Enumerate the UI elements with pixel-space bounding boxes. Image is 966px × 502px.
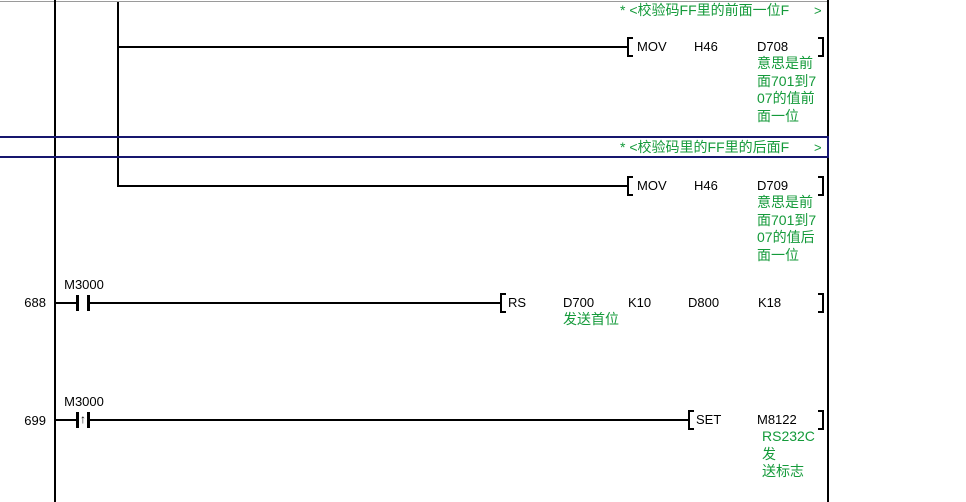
- instruction-mov-d709[interactable]: MOV H46 D709: [627, 175, 824, 197]
- opcode: RS: [508, 295, 527, 310]
- contact-label-m3000: M3000: [64, 277, 104, 292]
- instruction-set-m8122[interactable]: SET M8122: [688, 409, 824, 431]
- device-comment-d709: 意思是前 面701到7 07的值后 面一位: [757, 194, 817, 263]
- right-bracket: [818, 293, 824, 313]
- rung3-wire-left: [55, 302, 76, 304]
- left-bracket: [688, 410, 694, 430]
- right-bracket: [818, 176, 824, 196]
- contact-no-m3000[interactable]: [76, 295, 79, 311]
- device-comment-d708: 意思是前 面701到7 07的值前 面一位: [757, 55, 817, 124]
- statement-overflow-indicator-1: >: [814, 3, 822, 18]
- operand-4: K18: [758, 295, 782, 310]
- right-bracket: [818, 410, 824, 430]
- instruction-rs[interactable]: RS D700 K10 D800 K18: [500, 292, 824, 314]
- rising-edge-arrow-icon: ↑: [80, 412, 86, 426]
- operand-1: D700: [563, 295, 595, 310]
- branch-vertical-wire: [117, 2, 119, 187]
- opcode: SET: [696, 412, 722, 427]
- opcode: MOV: [637, 39, 667, 54]
- rung4-wire-left: [55, 419, 76, 421]
- opcode: MOV: [637, 178, 667, 193]
- selection-highlight-box: [0, 136, 829, 158]
- operand-1: M8122: [757, 412, 797, 427]
- contact-label-m3000-2: M3000: [64, 394, 104, 409]
- rung3-wire-right: [90, 302, 500, 304]
- left-bracket: [627, 37, 633, 57]
- step-number-688: 688: [24, 295, 46, 310]
- rung4-wire-right: [90, 419, 688, 421]
- contact-no-m3000-bar2: [87, 295, 90, 311]
- left-bracket: [500, 293, 506, 313]
- operand-source: H46: [694, 178, 718, 193]
- device-comment-m8122: RS232C发 送标志: [762, 428, 815, 479]
- operand-3: D800: [688, 295, 720, 310]
- right-bracket: [818, 37, 824, 57]
- left-bracket: [627, 176, 633, 196]
- statement-comment-row-1[interactable]: * <校验码FF里的前面一位F: [620, 2, 790, 18]
- right-power-rail: [827, 0, 829, 502]
- rung2-wire: [117, 185, 628, 187]
- operand-dest: D708: [757, 39, 789, 54]
- contact-rising-m3000-bar2: [87, 412, 90, 428]
- statement-comment-row-2[interactable]: * <校验码里的FF里的后面F: [620, 139, 790, 155]
- left-power-rail: [54, 0, 56, 502]
- operand-dest: D709: [757, 178, 789, 193]
- rung1-wire: [117, 46, 628, 48]
- step-number-699: 699: [24, 413, 46, 428]
- statement-overflow-indicator-2: >: [814, 140, 822, 155]
- instruction-mov-d708[interactable]: MOV H46 D708: [627, 36, 824, 58]
- device-comment-d700: 发送首位: [563, 311, 619, 327]
- operand-source: H46: [694, 39, 718, 54]
- contact-rising-m3000[interactable]: [76, 412, 79, 428]
- operand-2: K10: [628, 295, 652, 310]
- row-separator-line: [0, 1, 828, 2]
